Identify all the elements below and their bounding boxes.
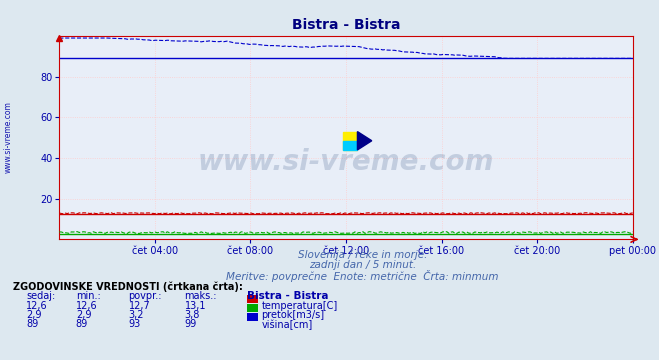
Text: 3,2: 3,2 bbox=[129, 310, 144, 320]
Text: www.si-vreme.com: www.si-vreme.com bbox=[198, 148, 494, 176]
Text: 12,7: 12,7 bbox=[129, 301, 150, 311]
Text: maks.:: maks.: bbox=[185, 291, 217, 301]
Bar bbox=[343, 141, 357, 150]
Text: višina[cm]: višina[cm] bbox=[262, 319, 313, 330]
Bar bbox=[343, 132, 357, 141]
Bar bbox=[343, 141, 357, 150]
Title: Bistra - Bistra: Bistra - Bistra bbox=[292, 18, 400, 32]
Polygon shape bbox=[357, 132, 372, 150]
Text: sedaj:: sedaj: bbox=[26, 291, 55, 301]
Text: zadnji dan / 5 minut.: zadnji dan / 5 minut. bbox=[309, 260, 416, 270]
Text: 89: 89 bbox=[26, 319, 39, 329]
Text: 99: 99 bbox=[185, 319, 197, 329]
Text: 3,8: 3,8 bbox=[185, 310, 200, 320]
Text: pretok[m3/s]: pretok[m3/s] bbox=[262, 310, 325, 320]
Text: 12,6: 12,6 bbox=[76, 301, 98, 311]
Text: 93: 93 bbox=[129, 319, 141, 329]
Text: 13,1: 13,1 bbox=[185, 301, 206, 311]
Text: min.:: min.: bbox=[76, 291, 101, 301]
Text: www.si-vreme.com: www.si-vreme.com bbox=[3, 101, 13, 173]
Text: 12,6: 12,6 bbox=[26, 301, 48, 311]
Text: Meritve: povprečne  Enote: metrične  Črta: minmum: Meritve: povprečne Enote: metrične Črta:… bbox=[226, 270, 499, 282]
Text: povpr.:: povpr.: bbox=[129, 291, 162, 301]
Text: ZGODOVINSKE VREDNOSTI (črtkana črta):: ZGODOVINSKE VREDNOSTI (črtkana črta): bbox=[13, 282, 243, 292]
Text: Slovenija / reke in morje.: Slovenija / reke in morje. bbox=[298, 250, 427, 260]
Text: Bistra - Bistra: Bistra - Bistra bbox=[247, 291, 329, 301]
Text: 2,9: 2,9 bbox=[76, 310, 92, 320]
Text: temperatura[C]: temperatura[C] bbox=[262, 301, 338, 311]
Text: 2,9: 2,9 bbox=[26, 310, 42, 320]
Text: 89: 89 bbox=[76, 319, 88, 329]
